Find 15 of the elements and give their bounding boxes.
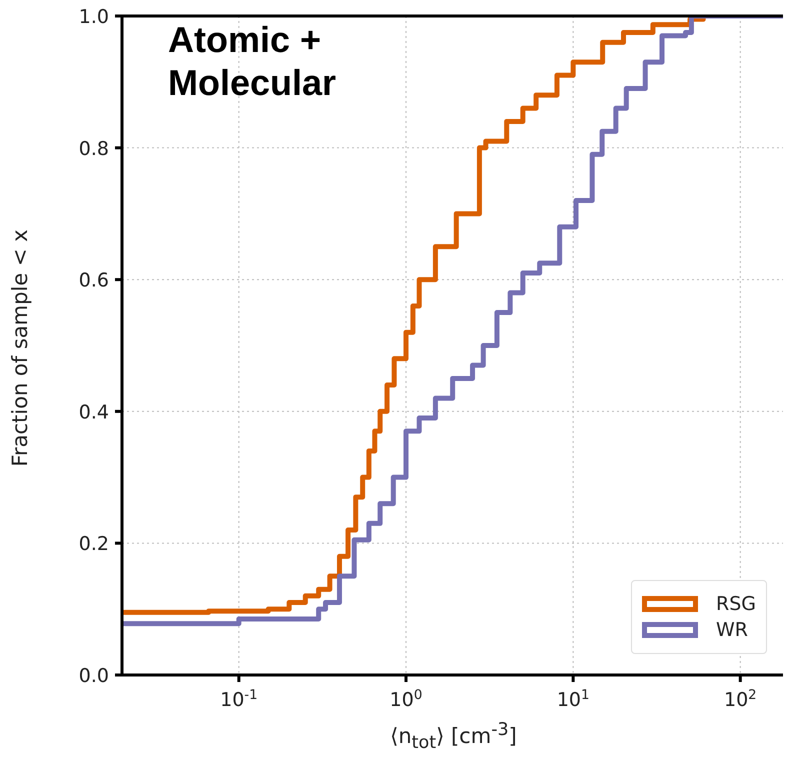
y-tick-label: 1.0 bbox=[78, 6, 109, 28]
y-tick-label: 0.4 bbox=[78, 401, 109, 424]
legend-label: RSG bbox=[716, 593, 756, 615]
x-tick-label: 10$^{1}$ bbox=[556, 688, 590, 711]
annotation: Atomic + Molecular bbox=[168, 18, 338, 104]
y-tick-label: 0.2 bbox=[78, 533, 109, 556]
y-tick-label: 0.6 bbox=[78, 270, 109, 292]
y-axis-title: Fraction of sample < x bbox=[8, 229, 32, 467]
x-tick-label: 10$^{-1}$ bbox=[220, 688, 258, 711]
y-tick-label: 0.0 bbox=[78, 665, 109, 687]
y-tick-label: 0.8 bbox=[78, 138, 109, 160]
legend-label: WR bbox=[716, 619, 748, 641]
x-tick-label: 10$^{2}$ bbox=[724, 688, 757, 711]
x-axis-title: ⟨n$_{tot}$⟩ [cm$^{-3}$] bbox=[389, 720, 518, 754]
x-tick-label: 10$^{0}$ bbox=[390, 688, 422, 711]
